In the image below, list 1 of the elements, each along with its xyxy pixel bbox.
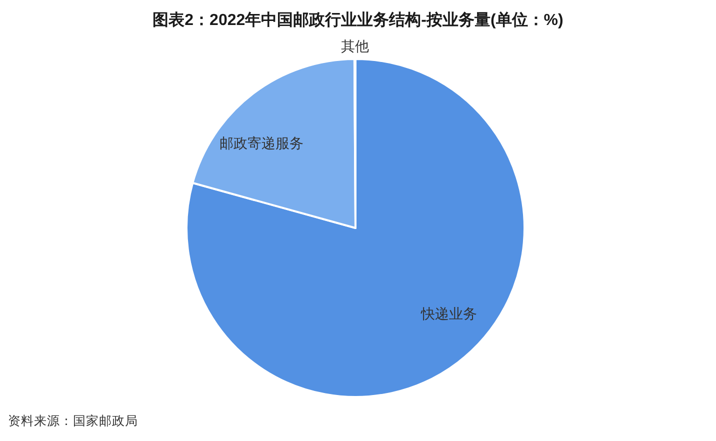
title: 图表2：2022年中国邮政行业业务结构-按业务量(单位：%): [152, 12, 564, 29]
